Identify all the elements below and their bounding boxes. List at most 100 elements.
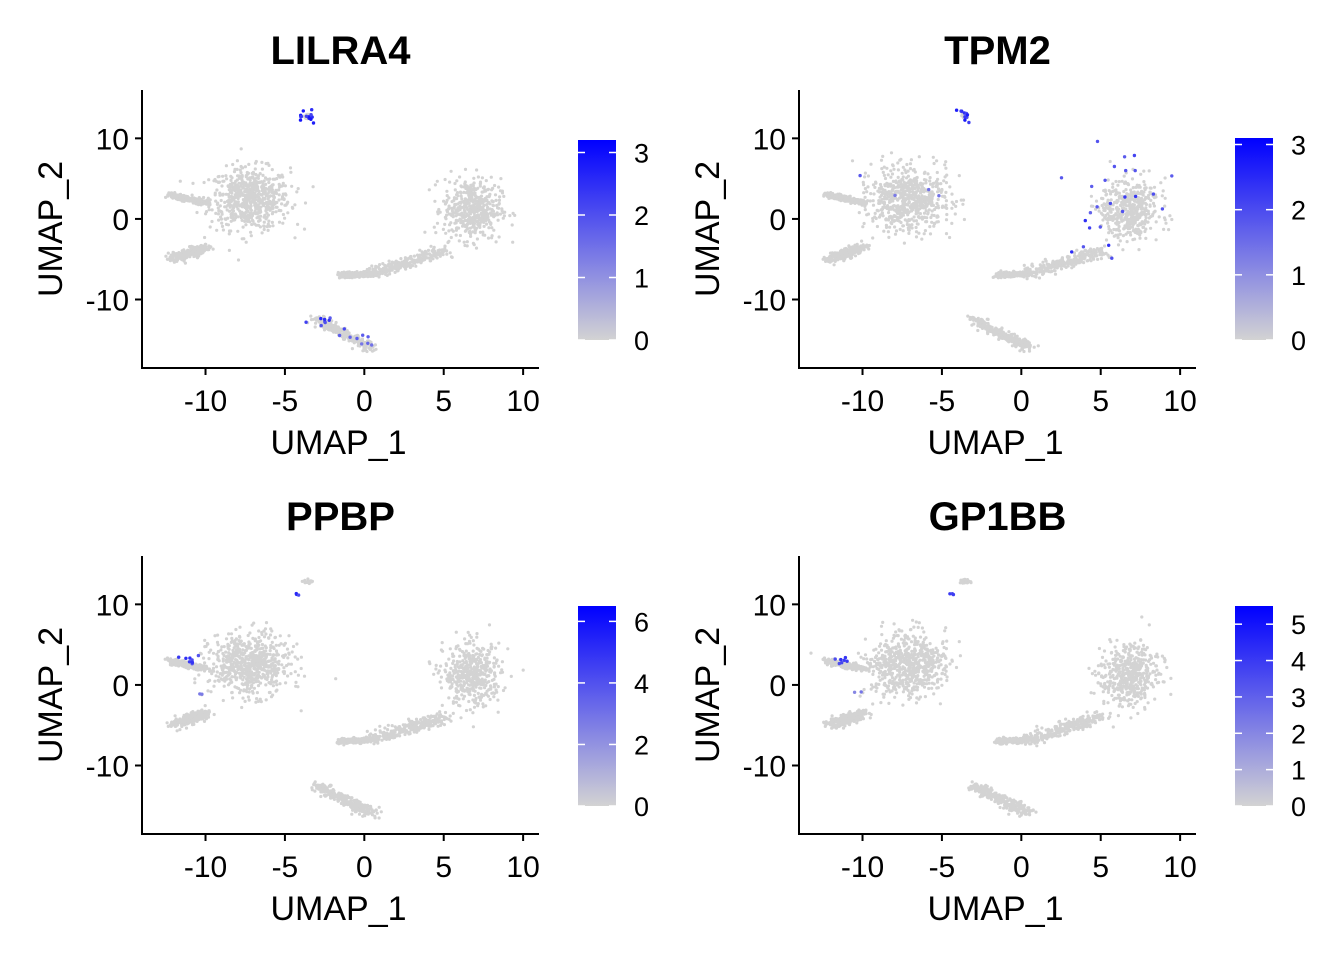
cell-point	[164, 254, 168, 258]
cell-point	[907, 179, 911, 183]
cell-point	[915, 222, 919, 226]
cell-point	[828, 255, 832, 259]
cell-points	[821, 112, 1174, 354]
cell-point	[496, 213, 500, 217]
cell-point	[932, 161, 936, 166]
cell-point	[237, 176, 242, 180]
cell-point	[878, 195, 882, 199]
cell-point	[896, 189, 900, 193]
cell-point	[220, 212, 224, 216]
cell-point	[891, 164, 895, 168]
cell-point	[389, 263, 393, 267]
cell-point	[433, 252, 437, 256]
cell-point	[169, 195, 174, 199]
cell-point	[901, 186, 906, 190]
cell-point	[897, 196, 902, 200]
cell-point	[1046, 263, 1050, 267]
cell-point	[238, 192, 242, 196]
cell-point	[871, 203, 876, 207]
cell-point	[475, 168, 479, 172]
cell-point	[216, 175, 220, 179]
cell-point	[235, 167, 239, 171]
cell-point	[444, 217, 448, 221]
cell-point	[908, 196, 912, 200]
cell-point	[843, 251, 847, 255]
cell-point	[466, 227, 470, 231]
cell-point	[278, 175, 282, 179]
cell-point	[872, 192, 876, 196]
x-tick-label: 10	[506, 385, 539, 418]
cell-point	[411, 260, 415, 264]
cell-point	[877, 201, 881, 205]
cell-point	[944, 160, 948, 164]
cell-point	[262, 224, 266, 228]
cell-point	[1009, 339, 1013, 343]
cell-point	[863, 187, 868, 191]
cell-point	[863, 195, 867, 199]
cell-point	[849, 256, 853, 260]
cell-point	[227, 248, 231, 252]
cell-point	[489, 213, 493, 217]
cell-point	[1055, 265, 1059, 269]
cell-point	[239, 147, 243, 151]
cell-point	[935, 214, 940, 218]
cell-point	[312, 317, 316, 321]
cell-point	[1053, 272, 1058, 276]
cell-point	[919, 199, 923, 203]
cell-point	[922, 211, 927, 215]
cell-point	[462, 240, 466, 244]
cell-point	[1134, 209, 1139, 214]
cell-point	[370, 264, 374, 268]
cell-point	[462, 190, 466, 194]
cell-point	[220, 184, 224, 188]
cell-point	[262, 220, 266, 224]
cell-point	[922, 232, 926, 236]
cell-point	[1072, 264, 1076, 268]
cell-point	[847, 194, 852, 199]
cell-point	[195, 210, 199, 215]
cell-point	[245, 170, 249, 175]
cell-point	[459, 191, 463, 195]
cell-point	[1058, 261, 1063, 265]
cell-point	[270, 168, 274, 172]
cell-point	[909, 158, 914, 162]
cell-point	[1130, 225, 1135, 229]
cell-point	[460, 185, 464, 189]
cell-point	[235, 159, 239, 163]
cell-point	[1116, 227, 1120, 231]
expressing-cell-point	[304, 320, 308, 324]
cell-point	[1157, 215, 1161, 219]
cell-point	[214, 211, 218, 215]
cell-point	[249, 230, 253, 234]
cell-point	[447, 206, 451, 210]
cell-point	[1136, 185, 1141, 189]
cell-point	[377, 271, 381, 275]
cell-point	[936, 190, 940, 194]
cell-point	[476, 222, 480, 226]
cell-point	[250, 222, 254, 227]
cell-point	[468, 226, 472, 230]
cell-point	[274, 191, 279, 196]
expressing-cell-point	[301, 109, 305, 113]
cell-point	[191, 199, 195, 203]
cell-point	[406, 257, 410, 261]
cell-point	[1126, 209, 1130, 214]
cell-point	[986, 328, 990, 332]
cell-point	[231, 162, 235, 167]
cell-point	[497, 235, 501, 239]
cell-point	[1014, 345, 1018, 349]
cell-point	[884, 223, 889, 227]
cell-point	[871, 219, 875, 223]
cell-point	[1154, 220, 1158, 224]
cell-point	[1110, 231, 1114, 235]
cell-point	[271, 224, 275, 228]
cell-point	[1079, 252, 1083, 256]
expressing-cell-point	[366, 341, 370, 345]
cell-point	[913, 170, 917, 174]
cell-point	[267, 177, 271, 181]
cell-point	[281, 221, 285, 225]
cell-point	[242, 212, 246, 216]
cell-point	[907, 187, 911, 191]
cell-point	[953, 212, 957, 216]
cell-point	[915, 210, 919, 214]
